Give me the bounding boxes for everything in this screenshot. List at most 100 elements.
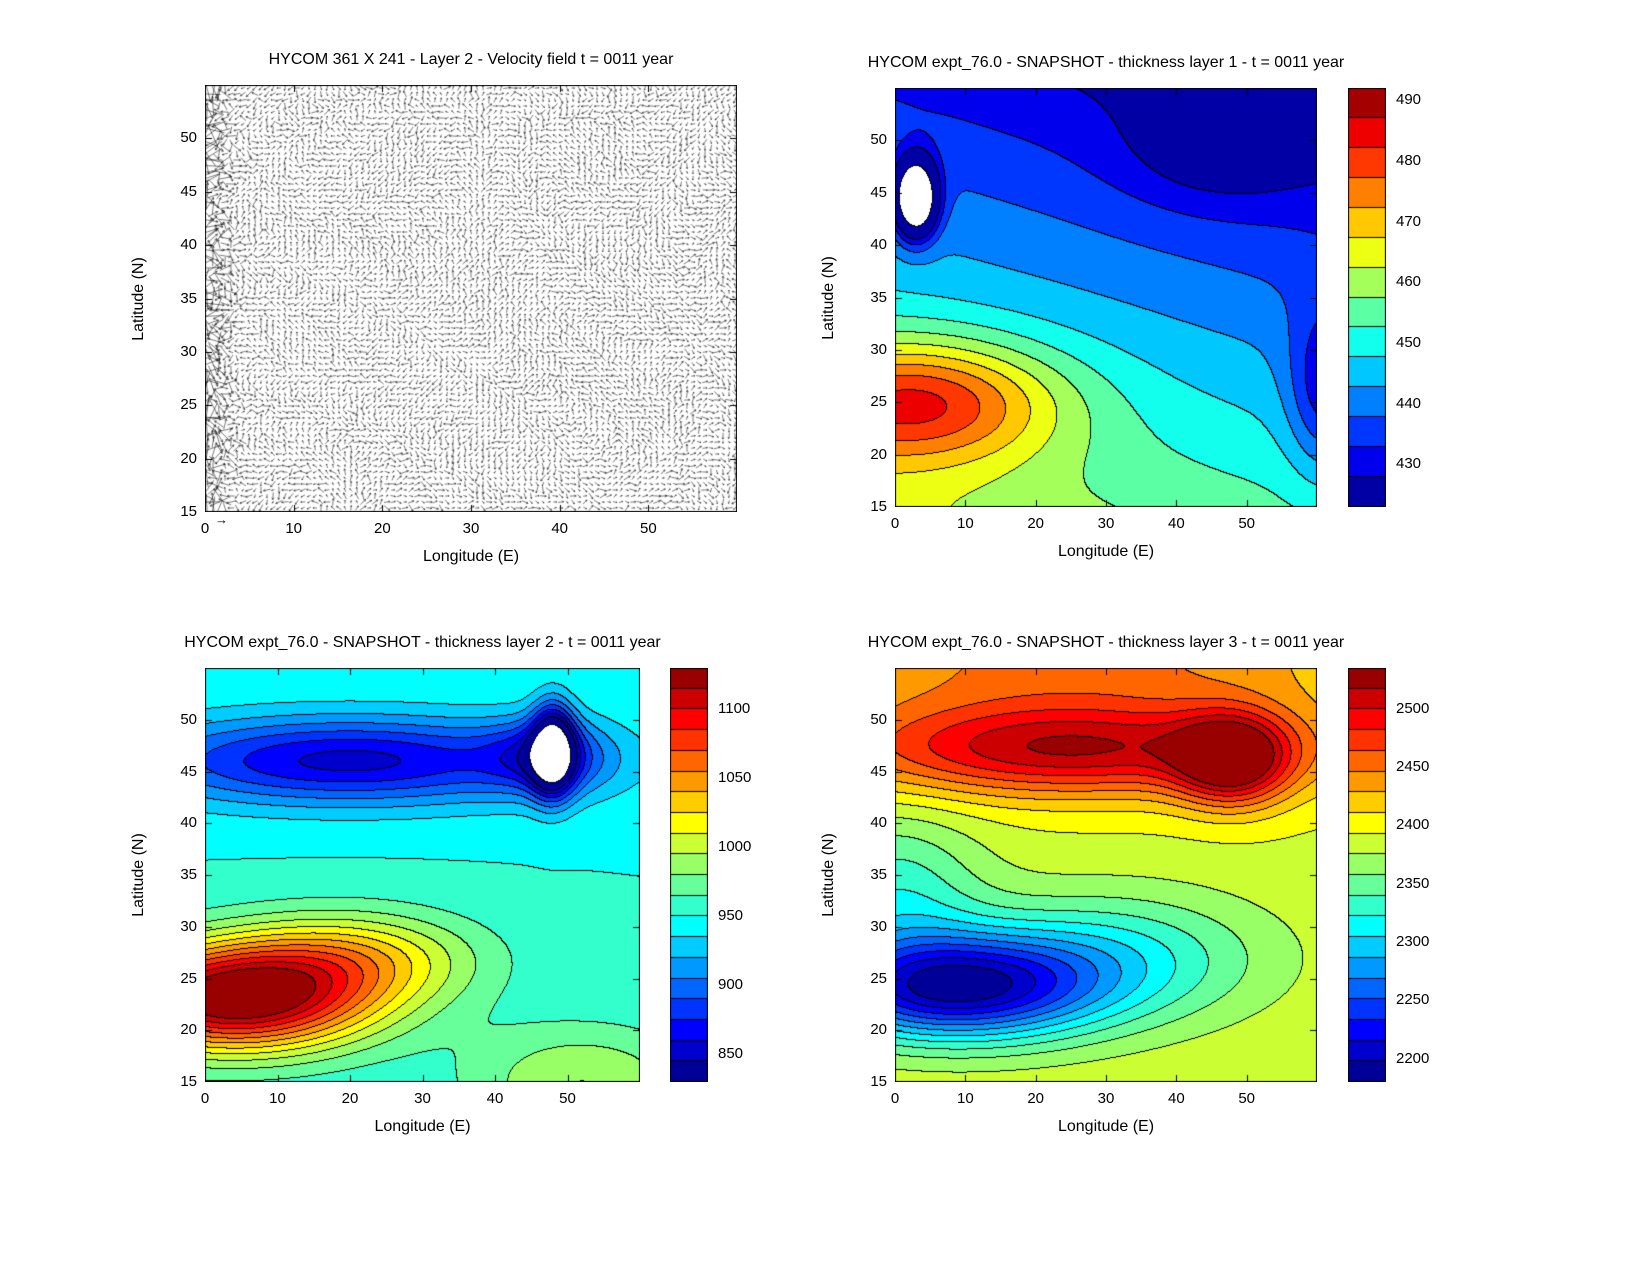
y-tick-label: 30 bbox=[180, 342, 197, 360]
y-tick-label: 45 bbox=[870, 762, 887, 780]
y-tick-label: 30 bbox=[870, 917, 887, 935]
y-tick-label: 35 bbox=[870, 866, 887, 883]
x-tick-label: 40 bbox=[1167, 1090, 1185, 1107]
y-tick-label: 20 bbox=[870, 445, 887, 463]
y-tick-label: 25 bbox=[180, 396, 197, 414]
x-tick-label: 0 bbox=[890, 515, 900, 532]
panel-title: HYCOM expt_76.0 - SNAPSHOT - thickness l… bbox=[867, 54, 1345, 71]
y-tick-label: 15 bbox=[870, 498, 887, 515]
x-tick-label: 20 bbox=[373, 520, 391, 537]
colorbar-canvas bbox=[1348, 88, 1386, 507]
x-tick-label: 30 bbox=[1097, 515, 1115, 532]
colorbar-tick-label: 2300 bbox=[1396, 933, 1430, 951]
panel-title: HYCOM 361 X 241 - Layer 2 - Velocity fie… bbox=[268, 51, 674, 68]
colorbar-tick-label: 850 bbox=[718, 1045, 744, 1063]
y-tick-label: 45 bbox=[180, 182, 197, 200]
y-tick-label: 50 bbox=[870, 710, 887, 728]
x-axis-label: Longitude (E) bbox=[374, 1118, 471, 1135]
x-axis-label: Longitude (E) bbox=[422, 548, 520, 565]
colorbar-layer-1: 430 440 450 460 470 480 490 bbox=[1348, 88, 1458, 507]
x-tick-label: 40 bbox=[486, 1090, 504, 1107]
x-tick-label: 0 bbox=[890, 1090, 900, 1107]
colorbar-canvas bbox=[670, 668, 708, 1082]
contour-canvas-layer-1 bbox=[895, 88, 1317, 507]
y-tick-label: 50 bbox=[180, 129, 197, 147]
x-tick-label: 30 bbox=[414, 1090, 431, 1107]
colorbar-tick-label: 1000 bbox=[718, 838, 752, 856]
y-tick-label: 45 bbox=[870, 183, 887, 201]
x-tick-label: 40 bbox=[551, 520, 568, 537]
y-tick-label: 20 bbox=[870, 1021, 887, 1039]
colorbar-tick-label: 430 bbox=[1396, 455, 1422, 473]
colorbar-tick-label: 480 bbox=[1396, 151, 1422, 169]
x-tick-label: 40 bbox=[1167, 515, 1185, 532]
colorbar-tick-label: 440 bbox=[1396, 394, 1422, 412]
colorbar-tick-label: 2500 bbox=[1396, 699, 1430, 717]
y-tick-label: 40 bbox=[180, 236, 197, 254]
colorbar-tick-label: 950 bbox=[718, 907, 744, 925]
y-tick-label: 15 bbox=[870, 1073, 887, 1090]
contour-canvas-layer-3 bbox=[895, 668, 1317, 1082]
colorbar-tick-label: 900 bbox=[718, 976, 744, 994]
y-axis-label: Latitude (N) bbox=[127, 85, 151, 512]
x-tick-label: 50 bbox=[1238, 1090, 1255, 1107]
x-tick-label: 0 bbox=[200, 1090, 210, 1107]
y-tick-label: 25 bbox=[870, 393, 887, 411]
x-tick-label: 50 bbox=[559, 1090, 576, 1107]
colorbar-tick-label: 450 bbox=[1396, 334, 1422, 352]
y-axis-label-text: Latitude (N) bbox=[820, 255, 837, 340]
x-tick-label: 30 bbox=[462, 520, 480, 537]
y-tick-label: 15 bbox=[180, 503, 197, 520]
x-tick-label: 10 bbox=[956, 515, 974, 532]
x-axis-label: Longitude (E) bbox=[1057, 1118, 1155, 1135]
colorbar-tick-label: 2250 bbox=[1396, 991, 1430, 1009]
x-tick-label: 0 bbox=[200, 520, 210, 537]
y-tick-label: 40 bbox=[870, 236, 887, 254]
y-tick-label: 40 bbox=[180, 814, 197, 832]
y-tick-label: 15 bbox=[180, 1073, 197, 1090]
y-tick-label: 50 bbox=[870, 131, 887, 149]
panel-title: HYCOM expt_76.0 - SNAPSHOT - thickness l… bbox=[867, 634, 1345, 651]
panel-title: HYCOM expt_76.0 - SNAPSHOT - thickness l… bbox=[184, 634, 661, 651]
colorbar-layer-2: 850 900 950 1000 1050 1100 bbox=[670, 668, 780, 1082]
x-tick-label: 10 bbox=[269, 1090, 286, 1107]
colorbar-tick-label: 2200 bbox=[1396, 1049, 1430, 1067]
y-axis-label: Latitude (N) bbox=[127, 668, 151, 1082]
y-tick-label: 35 bbox=[180, 289, 197, 307]
velocity-scale-arrow: → bbox=[215, 512, 228, 527]
panel-thickness-layer-2: HYCOM expt_76.0 - SNAPSHOT - thickness l… bbox=[130, 634, 751, 1135]
y-tick-label: 30 bbox=[870, 340, 887, 358]
y-tick-label: 20 bbox=[180, 1021, 197, 1039]
panel-velocity-field: HYCOM 361 X 241 - Layer 2 - Velocity fie… bbox=[130, 51, 737, 565]
y-tick-label: 20 bbox=[180, 449, 197, 467]
x-tick-label: 50 bbox=[639, 520, 657, 537]
y-tick-label: 30 bbox=[180, 917, 197, 935]
colorbar-tick-label: 2450 bbox=[1396, 758, 1430, 776]
y-axis-label-text: Latitude (N) bbox=[130, 256, 147, 341]
colorbar-tick-label: 490 bbox=[1396, 91, 1422, 109]
x-tick-label: 10 bbox=[956, 1090, 974, 1107]
y-axis-label-text: Latitude (N) bbox=[820, 833, 837, 917]
x-tick-label: 20 bbox=[341, 1090, 359, 1107]
y-axis-label: Latitude (N) bbox=[817, 668, 841, 1082]
x-tick-label: 20 bbox=[1027, 1090, 1044, 1107]
x-tick-label: 50 bbox=[1238, 515, 1255, 532]
y-tick-label: 45 bbox=[180, 762, 197, 780]
x-tick-label: 20 bbox=[1027, 515, 1044, 532]
colorbar-canvas bbox=[1348, 668, 1386, 1082]
y-tick-label: 50 bbox=[180, 710, 197, 728]
colorbar-tick-label: 2350 bbox=[1396, 874, 1430, 892]
x-axis-label: Longitude (E) bbox=[1057, 543, 1155, 560]
colorbar-tick-label: 2400 bbox=[1396, 816, 1430, 834]
panel-thickness-layer-3: HYCOM expt_76.0 - SNAPSHOT - thickness l… bbox=[820, 634, 1429, 1135]
x-tick-label: 30 bbox=[1097, 1090, 1115, 1107]
panel-thickness-layer-1: HYCOM expt_76.0 - SNAPSHOT - thickness l… bbox=[820, 54, 1421, 560]
contour-canvas-layer-2 bbox=[205, 668, 640, 1082]
y-tick-label: 40 bbox=[870, 814, 887, 832]
x-tick-label: 10 bbox=[285, 520, 302, 537]
y-axis-label: Latitude (N) bbox=[817, 88, 841, 507]
colorbar-layer-3: 2200 2250 2300 2350 2400 2450 2500 bbox=[1348, 668, 1458, 1082]
y-tick-label: 35 bbox=[180, 866, 197, 883]
colorbar-tick-label: 470 bbox=[1396, 212, 1422, 230]
